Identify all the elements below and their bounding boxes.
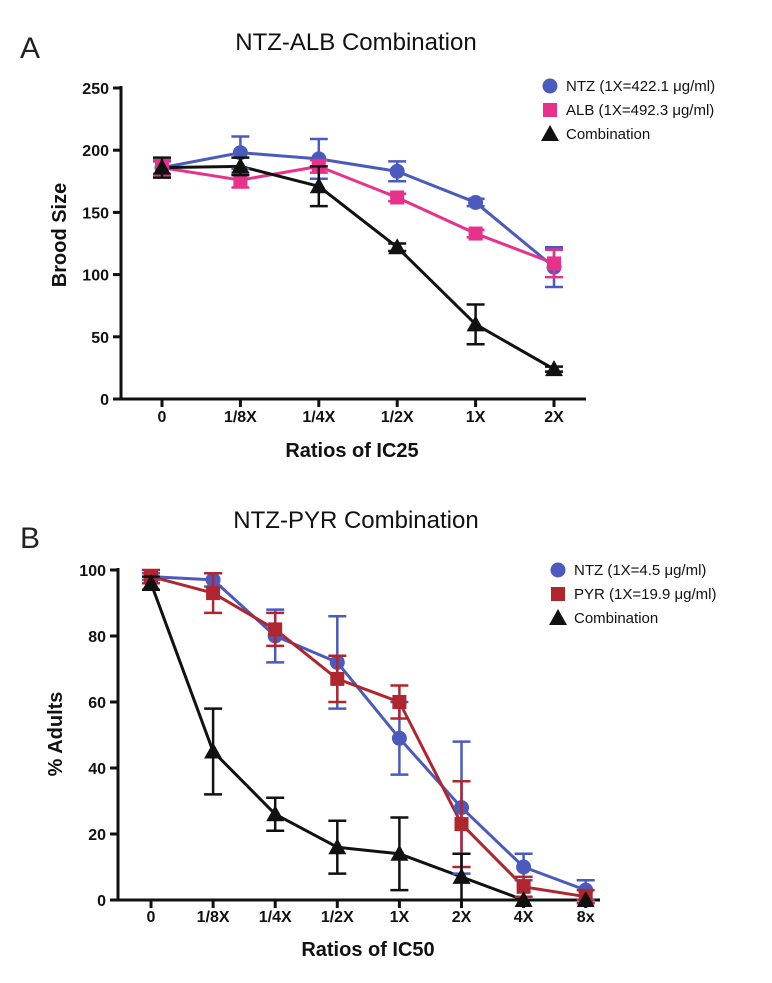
panel-b-legend-square-marker — [551, 587, 565, 601]
panel-b-series-square-point — [454, 817, 469, 832]
panel-a-series-triangle-point — [466, 315, 485, 332]
panel-a-series-triangle-point — [231, 157, 250, 174]
panel-a-legend-square-label: ALB (1X=492.3 μg/ml) — [566, 102, 714, 119]
panel-b-x-tick-label: 4X — [514, 909, 534, 926]
panel-b-series-triangle-point — [328, 838, 347, 855]
panel-b-legend-circle-label: NTZ (1X=4.5 μg/ml) — [574, 562, 706, 579]
panel-b-x-tick-label: 1/4X — [259, 909, 292, 926]
panel-b-y-tick-label: 60 — [88, 695, 106, 712]
panel-b-x-tick-label: 0 — [147, 909, 156, 926]
panel-a-series-circle-line — [161, 151, 555, 269]
panel-a-y-tick-label: 100 — [82, 268, 109, 285]
panel-a-plot: 0 50 100 150 200 250 0 1/8X 1/4X 1/2X 1X 2X — [82, 81, 586, 426]
panel-a-y-tick-label: 200 — [82, 143, 109, 160]
panel-a-legend-triangle-marker — [541, 125, 559, 141]
panel-b-series-circle-point — [516, 859, 532, 875]
panel-b-x-tick-label: 1/8X — [197, 909, 230, 926]
panel-b-legend-triangle-label: Combination — [574, 610, 658, 627]
panel-a-x-tick-label: 1/2X — [381, 409, 414, 426]
panel-b-legend-square-label: PYR (1X=19.9 μg/ml) — [574, 586, 716, 603]
panel-b-label: B — [20, 522, 40, 555]
panel-b-y-tick-label: 20 — [88, 827, 106, 844]
panel-b-series-square-point — [268, 622, 283, 637]
panel-b-series-square-line — [150, 575, 586, 899]
panel-a-x-tick-label: 1/8X — [224, 409, 257, 426]
panel-b-series-square-point — [330, 671, 345, 686]
panel-b-series-triangle-line — [149, 582, 586, 902]
panel-b-series-square-point — [206, 586, 221, 601]
panel-b-series-triangle-point — [452, 867, 471, 884]
panel-b-y-tick-label: 80 — [88, 629, 106, 646]
panel-b-x-tick-label: 1X — [390, 909, 410, 926]
panel-b-series-triangle-point — [204, 742, 223, 759]
panel-b-title: NTZ-PYR Combination — [233, 507, 478, 534]
panel-a-series-square-point — [547, 256, 561, 271]
panel-a-series-square-line — [161, 164, 555, 265]
panel-b-y-tick-label: 0 — [97, 893, 106, 910]
panel-b-legend-circle-marker — [550, 562, 566, 578]
panel-b-y-tick-label: 100 — [79, 563, 106, 580]
panel-a-y-axis-label: Brood Size — [49, 183, 71, 287]
panel-b-series-triangle-point — [514, 891, 533, 907]
panel-b-series-triangle-point — [142, 574, 160, 591]
panel-a: A NTZ-ALB Combination Ratios of IC25 Bro… — [20, 29, 715, 462]
panel-b-legend-triangle-marker — [549, 609, 567, 625]
panel-b-series-triangle-point — [390, 844, 409, 861]
panel-b-y-axis-label: % Adults — [45, 692, 67, 777]
panel-a-legend-triangle-label: Combination — [566, 126, 650, 143]
panel-a-y-tick-label: 50 — [91, 330, 109, 347]
panel-b-series-circle-line — [150, 575, 587, 892]
panel-b-x-axis-label: Ratios of IC50 — [301, 939, 434, 961]
panel-b-x-tick-label: 1/2X — [321, 909, 354, 926]
panel-a-x-tick-label: 2X — [544, 409, 564, 426]
panel-b-series-triangle-point — [576, 891, 595, 907]
panel-a-series-circle-point — [468, 194, 484, 210]
panel-a-series-triangle-point — [545, 360, 563, 377]
panel-a-legend-circle-label: NTZ (1X=422.1 μg/ml) — [566, 78, 715, 95]
panel-a-series-triangle-point — [309, 177, 328, 194]
panel-a-series-circle-point — [389, 163, 405, 179]
panel-a-series-triangle-point — [153, 158, 171, 175]
panel-a-x-tick-label: 1/4X — [302, 409, 335, 426]
panel-a-series-square-point — [390, 190, 405, 205]
panel-b: B NTZ-PYR Combination Ratios of IC50 % A… — [20, 507, 716, 961]
panel-b-series-circle-point — [391, 730, 407, 746]
panel-a-y-tick-label: 0 — [100, 392, 109, 409]
panel-a-series-triangle-line — [161, 164, 555, 371]
panel-a-x-axis-label: Ratios of IC25 — [285, 440, 418, 462]
panel-a-series-triangle-point — [388, 238, 407, 255]
panel-b-y-tick-label: 40 — [88, 761, 106, 778]
panel-a-title: NTZ-ALB Combination — [235, 29, 476, 56]
panel-b-x-tick-label: 8x — [577, 909, 595, 926]
panel-b-plot: 0 20 40 60 80 100 0 1/8X 1/4X 1/2X 1X 2X 4X 8x — [79, 563, 600, 926]
panel-a-y-tick-label: 150 — [82, 205, 109, 222]
panel-a-x-tick-label: 0 — [158, 409, 167, 426]
panel-b-series-square-point — [392, 695, 407, 709]
panel-a-legend-circle-marker — [542, 78, 558, 94]
panel-b-series-triangle-point — [266, 805, 285, 822]
panel-a-label: A — [20, 32, 40, 65]
panel-a-legend: NTZ (1X=422.1 μg/ml) ALB (1X=492.3 μg/ml)… — [541, 78, 715, 143]
panel-b-legend: NTZ (1X=4.5 μg/ml) PYR (1X=19.9 μg/ml) Com… — [549, 562, 716, 627]
panel-b-series-square-point — [516, 879, 531, 894]
panel-a-series-square-point — [468, 226, 483, 241]
panel-b-x-tick-label: 2X — [452, 909, 472, 926]
panel-a-legend-square-marker — [543, 103, 557, 117]
panel-a-y-tick-label: 250 — [82, 81, 109, 98]
panel-a-x-tick-label: 1X — [466, 409, 486, 426]
panel-a-series-square-point — [233, 173, 248, 188]
